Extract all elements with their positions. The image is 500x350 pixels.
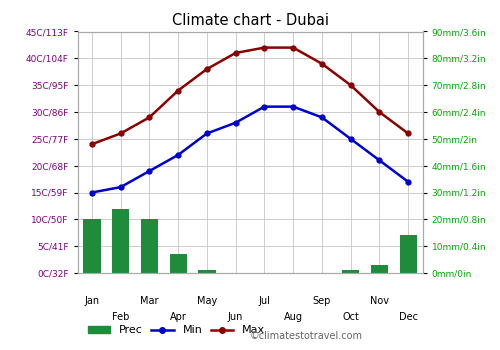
Text: Nov: Nov [370, 295, 389, 306]
Text: Mar: Mar [140, 295, 158, 306]
Bar [112, 209, 129, 273]
Bar [400, 236, 417, 273]
Title: Climate chart - Dubai: Climate chart - Dubai [172, 13, 328, 28]
Text: Feb: Feb [112, 312, 130, 322]
Bar [141, 219, 158, 273]
Text: Jul: Jul [258, 295, 270, 306]
Text: Aug: Aug [284, 312, 302, 322]
Text: Apr: Apr [170, 312, 186, 322]
Bar [198, 270, 216, 273]
Text: May: May [197, 295, 217, 306]
Bar [371, 265, 388, 273]
Text: Dec: Dec [398, 312, 417, 322]
Text: Jun: Jun [228, 312, 244, 322]
Text: Oct: Oct [342, 312, 359, 322]
Text: ©climatestotravel.com: ©climatestotravel.com [250, 331, 363, 341]
Bar [170, 254, 187, 273]
Bar [83, 219, 100, 273]
Legend: Prec, Min, Max: Prec, Min, Max [83, 321, 270, 340]
Text: Jan: Jan [84, 295, 100, 306]
Bar [342, 270, 359, 273]
Text: Sep: Sep [312, 295, 331, 306]
